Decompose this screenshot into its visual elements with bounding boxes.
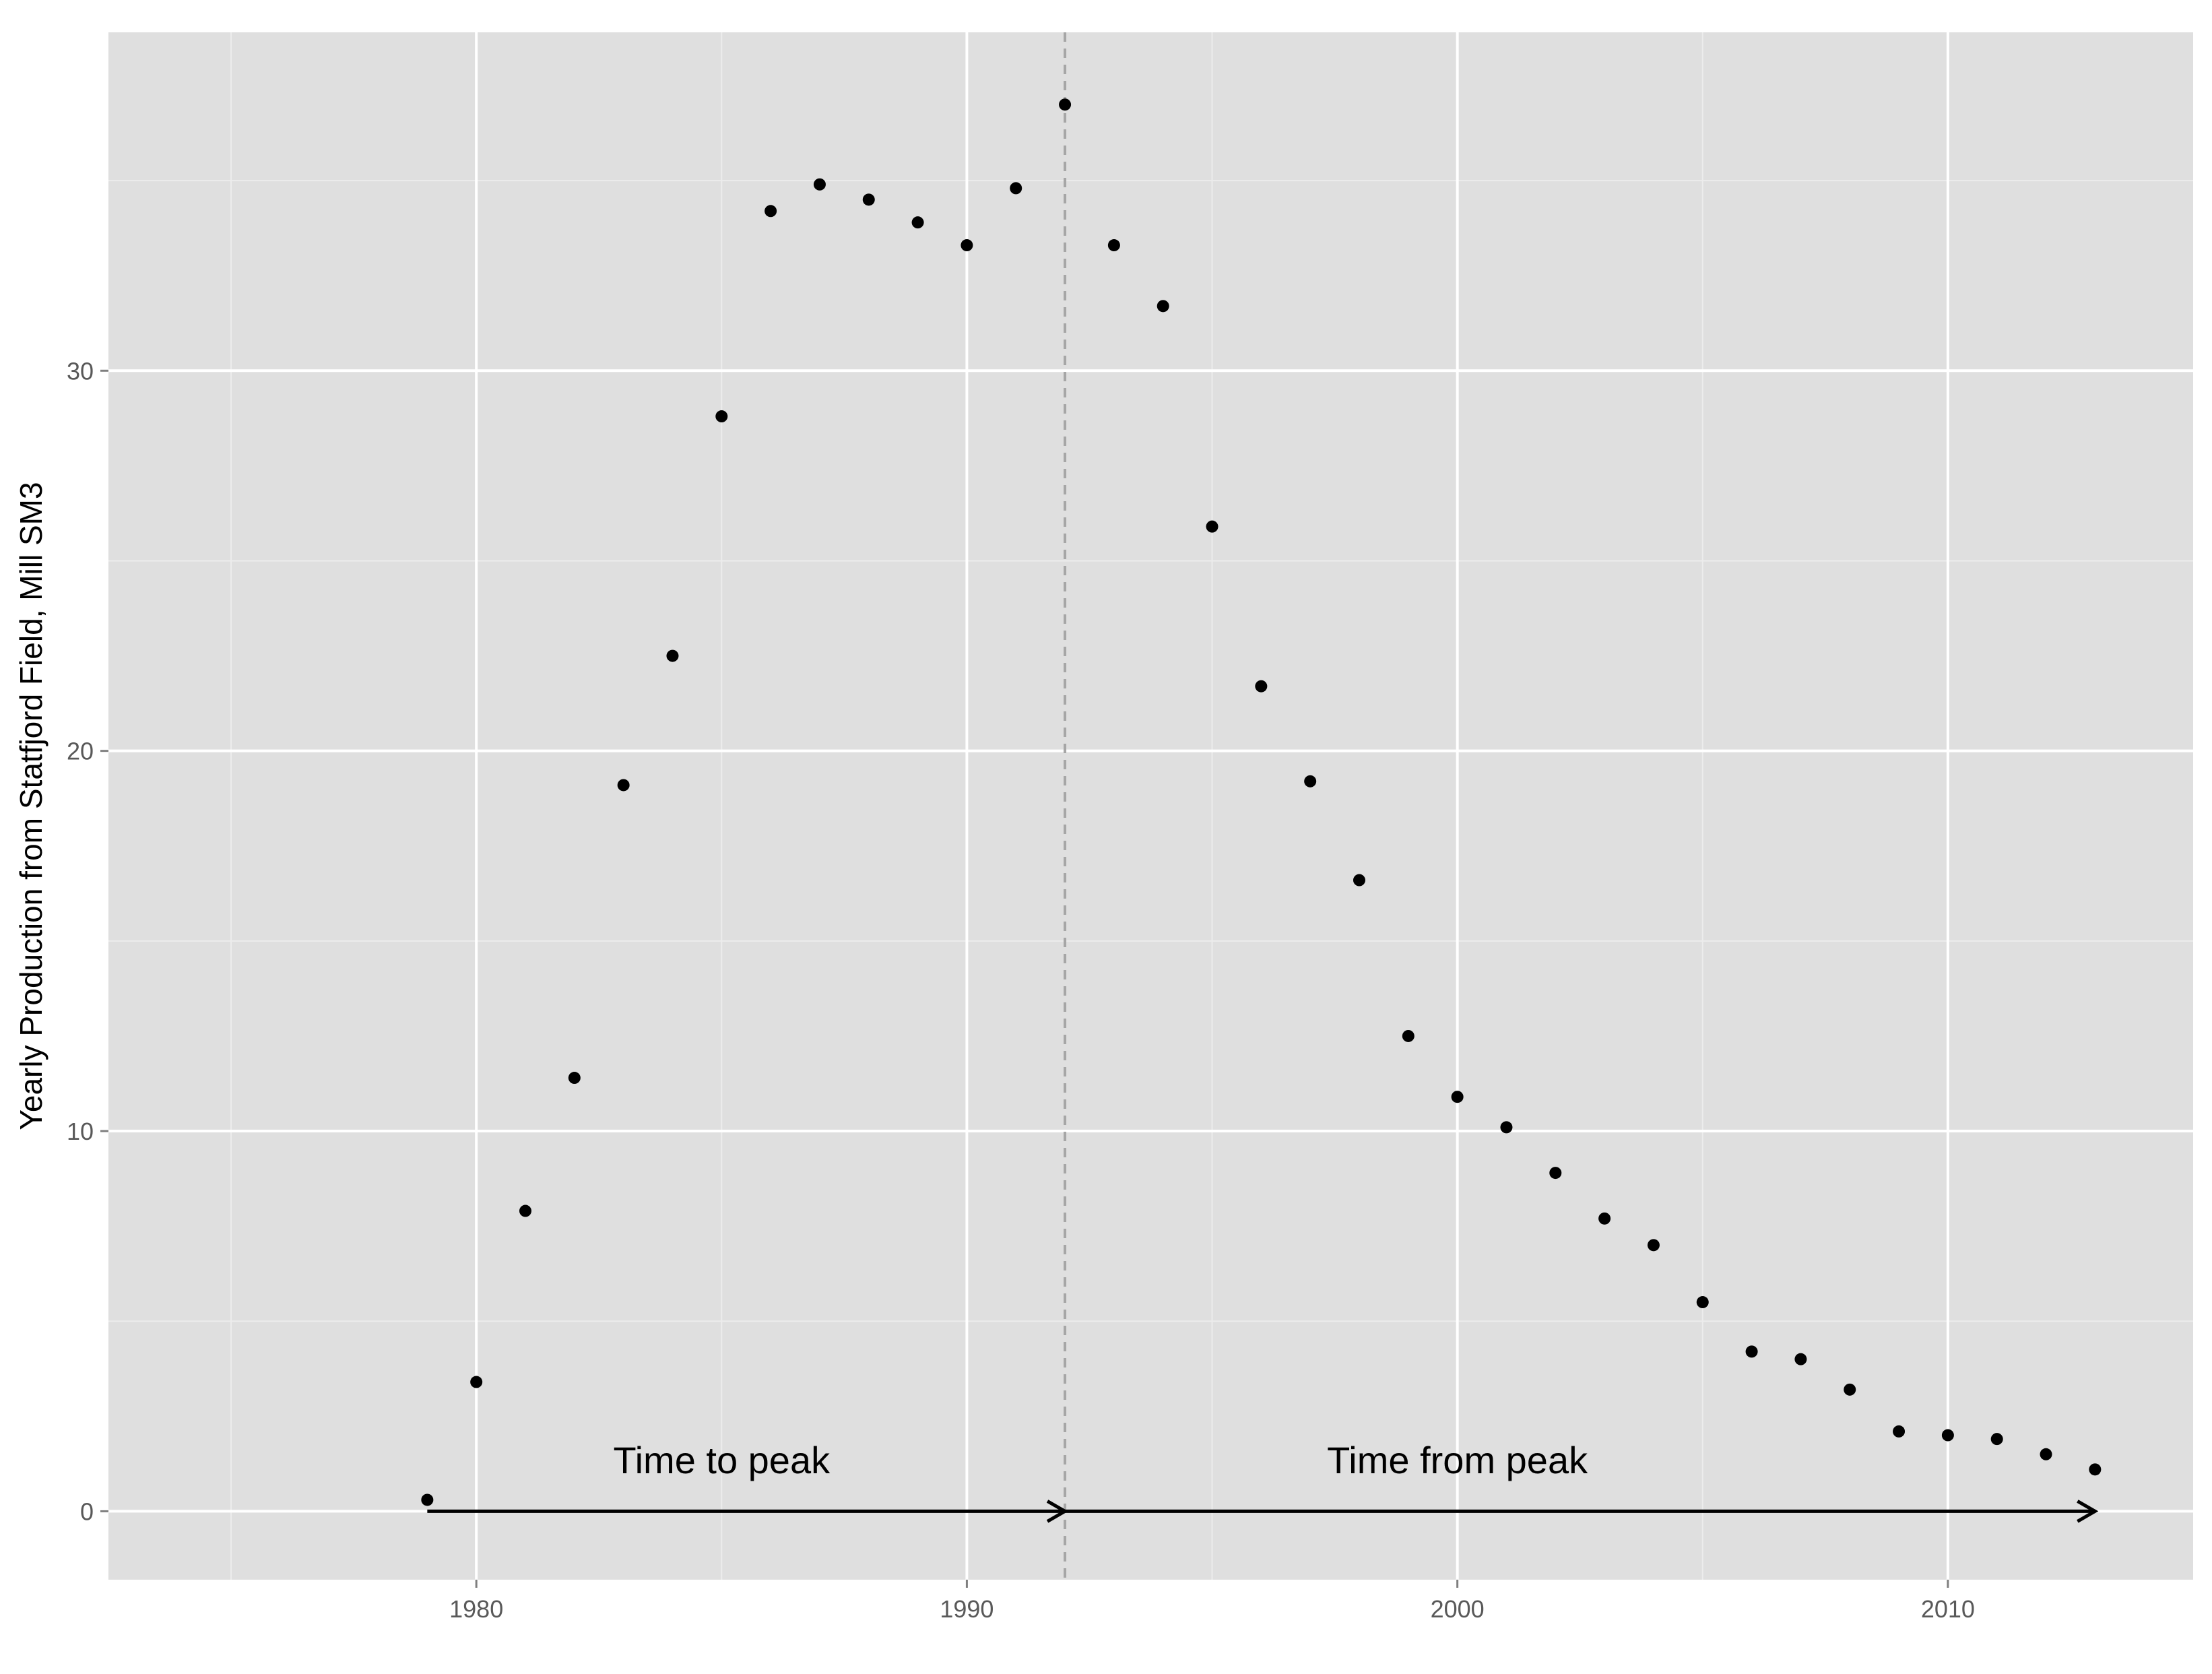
data-point bbox=[1844, 1383, 1856, 1396]
arrow-head bbox=[2077, 1500, 2099, 1523]
annotation-label: Time from peak bbox=[1327, 1439, 1588, 1481]
data-point bbox=[1500, 1121, 1513, 1134]
data-point bbox=[1941, 1429, 1954, 1442]
data-point bbox=[1745, 1345, 1758, 1358]
y-tick-label: 30 bbox=[67, 357, 94, 385]
data-point bbox=[421, 1493, 434, 1506]
data-point bbox=[1157, 300, 1169, 313]
plot-panel bbox=[108, 32, 2193, 1580]
data-point bbox=[1010, 182, 1022, 195]
data-point bbox=[1794, 1353, 1807, 1365]
x-tick-label: 1980 bbox=[449, 1595, 503, 1623]
data-point bbox=[1107, 239, 1120, 252]
data-point bbox=[470, 1376, 483, 1388]
data-point bbox=[715, 410, 728, 423]
data-point bbox=[1893, 1425, 1906, 1438]
data-point bbox=[2089, 1463, 2102, 1476]
data-point bbox=[568, 1072, 581, 1085]
data-point bbox=[617, 779, 630, 792]
x-tick-label: 2000 bbox=[1431, 1595, 1485, 1623]
data-point bbox=[1255, 680, 1268, 693]
data-points bbox=[421, 98, 2102, 1506]
minor-gridlines bbox=[108, 32, 2193, 1580]
data-point bbox=[1304, 775, 1317, 787]
data-point bbox=[1990, 1433, 2003, 1446]
data-point bbox=[1353, 874, 1365, 887]
data-point bbox=[862, 193, 875, 206]
y-axis-label: Yearly Production from Statfjord Field, … bbox=[13, 482, 48, 1130]
data-point bbox=[1696, 1296, 1709, 1309]
data-point bbox=[666, 649, 679, 662]
annotations: Time to peak Time from peak bbox=[613, 1439, 1588, 1481]
y-axis-ticks: 0 10 20 30 bbox=[67, 357, 108, 1525]
arrows bbox=[427, 1500, 2099, 1523]
y-tick-label: 20 bbox=[67, 738, 94, 765]
y-tick-label: 10 bbox=[67, 1118, 94, 1145]
data-point bbox=[519, 1204, 531, 1217]
x-axis-ticks: 1980 1990 2000 2010 bbox=[449, 1580, 1975, 1623]
data-point bbox=[1647, 1239, 1660, 1252]
x-tick-label: 1990 bbox=[940, 1595, 994, 1623]
data-point bbox=[1451, 1091, 1464, 1103]
data-point bbox=[813, 178, 826, 191]
data-point bbox=[765, 205, 777, 218]
data-point bbox=[2040, 1448, 2052, 1460]
data-point bbox=[1059, 98, 1072, 111]
data-point bbox=[961, 239, 973, 252]
data-point bbox=[911, 216, 924, 229]
annotation-label: Time to peak bbox=[613, 1439, 831, 1481]
y-tick-label: 0 bbox=[80, 1498, 94, 1525]
data-point bbox=[1206, 520, 1218, 533]
data-point bbox=[1598, 1212, 1611, 1225]
data-point bbox=[1402, 1029, 1414, 1042]
x-tick-label: 2010 bbox=[1921, 1595, 1975, 1623]
data-point bbox=[1549, 1167, 1562, 1180]
